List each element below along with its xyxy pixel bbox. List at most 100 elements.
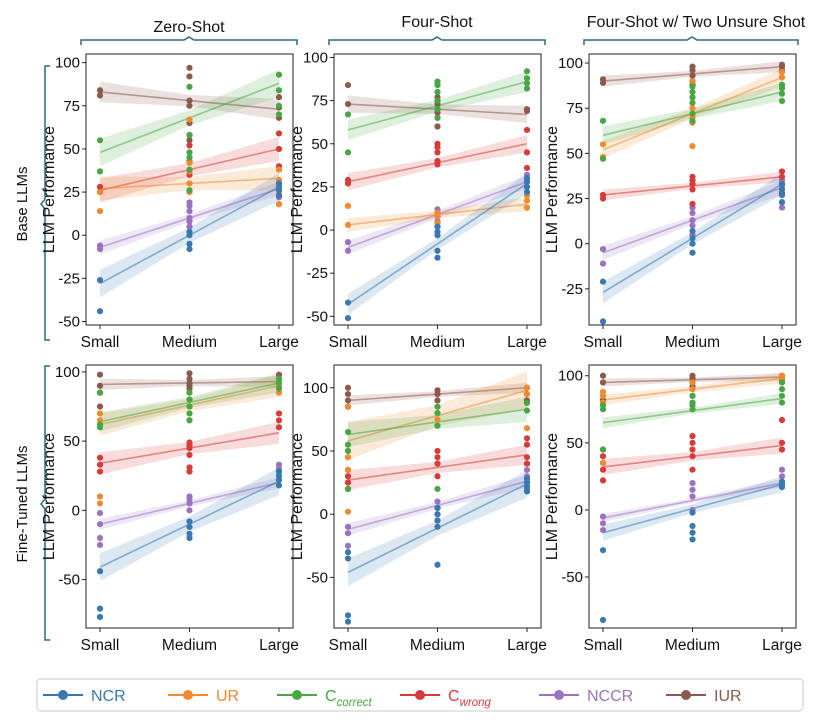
point-ur	[599, 459, 607, 467]
point-ccorrect	[344, 447, 352, 455]
point-iur	[689, 372, 696, 379]
point-ncr	[344, 618, 352, 625]
x-tick-label: Small	[584, 334, 623, 351]
point-ccorrect	[599, 402, 607, 409]
point-ur	[434, 209, 441, 216]
point-ccorrect	[96, 168, 104, 175]
point-cwrong	[523, 441, 531, 448]
point-ncr	[275, 192, 283, 199]
y-tick-label: 100	[55, 364, 80, 381]
point-nccr	[186, 199, 193, 206]
point-nccr	[186, 493, 193, 500]
column-bracket-four-shot	[328, 36, 546, 45]
legend: NCR UR Ccorrect Cwrong NCCR IUR	[36, 678, 804, 712]
legend-item-iur: IUR	[666, 688, 742, 705]
point-ncr	[434, 228, 441, 235]
point-iur	[434, 123, 441, 130]
point-ccorrect	[275, 111, 283, 118]
point-ccorrect	[778, 399, 786, 406]
y-tick-label: 100	[303, 49, 328, 66]
point-ccorrect	[344, 149, 352, 156]
point-cwrong	[523, 149, 531, 156]
point-ccorrect	[96, 421, 104, 428]
row-bracket-fine-tuned	[40, 365, 50, 641]
point-iur	[434, 397, 441, 404]
point-ccorrect	[523, 75, 531, 82]
legend-item-cwrong: Cwrong	[400, 688, 491, 709]
point-iur	[186, 375, 193, 382]
point-iur	[344, 397, 352, 404]
point-ccorrect	[523, 80, 531, 87]
point-ncr	[96, 277, 104, 284]
point-nccr	[689, 209, 696, 217]
y-tick-label: -50	[58, 572, 80, 589]
point-ccorrect	[689, 399, 696, 406]
point-ccorrect	[434, 409, 441, 417]
point-ccorrect	[186, 132, 193, 139]
point-ncr	[599, 318, 607, 325]
point-ncr	[434, 511, 441, 518]
point-ccorrect	[275, 102, 283, 109]
point-ccorrect	[778, 90, 786, 97]
point-ncr	[275, 180, 283, 187]
point-iur	[344, 390, 352, 398]
point-ccorrect	[689, 392, 696, 399]
y-tick-label: 100	[55, 55, 80, 72]
point-cwrong	[434, 473, 441, 480]
point-ccorrect	[344, 485, 352, 493]
point-ncr	[599, 616, 607, 624]
point-cwrong	[523, 164, 531, 172]
point-ur	[778, 372, 786, 379]
point-cwrong	[778, 416, 786, 424]
point-ccorrect	[778, 97, 786, 105]
point-iur	[344, 384, 352, 391]
point-cwrong	[434, 447, 441, 455]
legend-item-ccorrect: Ccorrect	[277, 688, 373, 709]
y-tick-label: 75	[311, 93, 328, 110]
point-ccorrect	[778, 386, 786, 393]
legend-label: NCCR	[587, 688, 633, 705]
point-ur	[434, 416, 441, 423]
point-ccorrect	[186, 166, 193, 173]
point-iur	[689, 63, 696, 70]
point-cwrong	[434, 454, 441, 461]
point-ncr	[523, 175, 531, 182]
point-cwrong	[186, 464, 193, 471]
point-ur	[275, 201, 283, 208]
panel-1-1: -50 0 50 100 Small Medium Large LLM Performance	[289, 364, 547, 654]
panel-0-1: -50 -25 0 25 50 75 100 Small Medium Large LLM Perf…	[289, 49, 547, 351]
point-ncr	[344, 555, 352, 562]
point-nccr	[96, 534, 104, 542]
point-nccr	[96, 541, 104, 549]
point-ccorrect	[434, 97, 441, 104]
x-tick-label: Small	[584, 637, 623, 654]
point-ur	[186, 180, 193, 187]
point-ur	[523, 384, 531, 391]
point-ncr	[689, 509, 696, 516]
point-nccr	[344, 523, 352, 530]
point-ccorrect	[523, 399, 531, 407]
y-tick-label: 0	[72, 227, 80, 244]
point-cwrong	[434, 157, 441, 165]
point-ccorrect	[186, 154, 193, 161]
point-nccr	[689, 479, 696, 487]
point-iur	[344, 100, 352, 108]
row-bracket-base	[40, 65, 50, 341]
point-ur	[523, 197, 531, 204]
x-tick-label: Medium	[665, 637, 720, 654]
point-ncr	[778, 191, 786, 199]
point-cwrong	[689, 439, 696, 446]
point-ccorrect	[186, 83, 193, 90]
y-tick-label: 0	[575, 502, 583, 519]
point-cwrong	[689, 466, 696, 473]
point-ccorrect	[599, 446, 607, 453]
point-cwrong	[523, 460, 531, 467]
y-tick-label: -50	[561, 569, 583, 586]
legend-item-ur: UR	[168, 688, 239, 705]
y-axis-label: LLM Performance	[544, 433, 561, 560]
point-ccorrect	[186, 149, 193, 156]
point-ncr	[186, 518, 193, 525]
point-nccr	[96, 521, 104, 528]
point-iur	[523, 106, 531, 113]
point-ccorrect	[434, 78, 441, 85]
